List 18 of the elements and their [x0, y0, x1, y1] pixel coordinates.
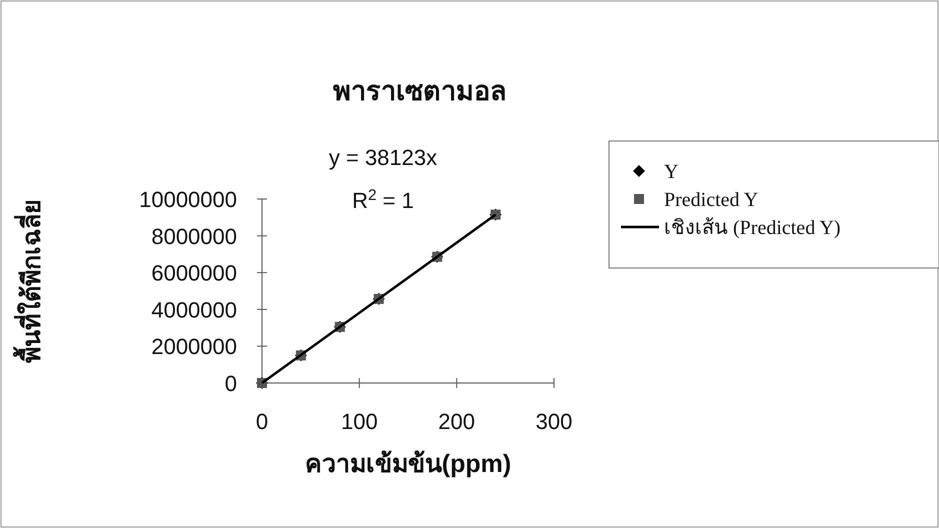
y-tick-label: 4000000 — [151, 297, 237, 322]
y-tick-label: 6000000 — [151, 260, 237, 286]
x-tick-label: 100 — [340, 409, 378, 434]
x-axis-title: ความเข้มข้น(ppm) — [304, 450, 512, 478]
x-tick-label: 200 — [438, 409, 476, 434]
y-tick-label: 2000000 — [151, 334, 237, 360]
text: y = 38123x — [328, 145, 438, 170]
annotation: R$^{2}$ = 1 — [352, 186, 414, 213]
legend-label: Y — [664, 161, 678, 183]
x-tick-label: 300 — [536, 409, 572, 434]
y-tick-label: 8000000 — [151, 224, 237, 249]
x-tick-label: 0 — [256, 409, 268, 434]
y-tick-label: 10000000 — [139, 187, 237, 212]
legend-label: เชิงเส้น (Predicted Y) — [664, 217, 841, 239]
legend-label: Predicted Y — [664, 189, 758, 211]
chart-title: พาราเซตามอล — [333, 76, 507, 106]
y-axis-title: พื้นที่ใต้พีกเฉลี่ย — [12, 199, 46, 363]
y-tick-label: 0 — [224, 371, 237, 396]
